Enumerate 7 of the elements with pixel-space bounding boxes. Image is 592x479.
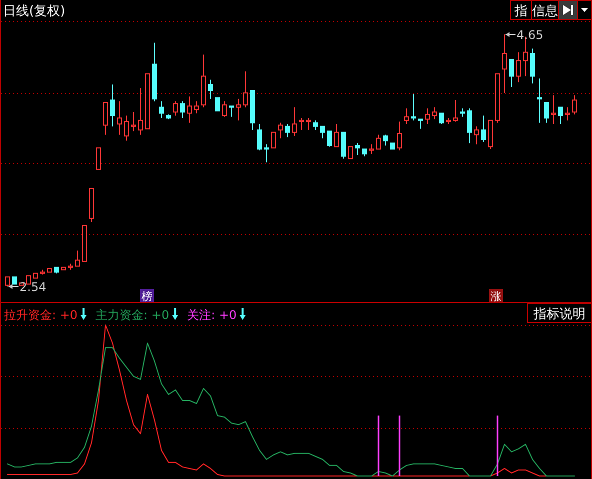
annotation: 2.54	[20, 280, 46, 294]
chart-title: 日线(复权)	[3, 4, 66, 19]
button: 指	[510, 0, 532, 20]
button: 指标说明	[527, 303, 592, 323]
button: 信息	[531, 0, 559, 20]
annotation: 4.65	[516, 28, 544, 42]
legend: 拉升资金: +0 主力资金: +0 关注: +0	[4, 308, 246, 322]
